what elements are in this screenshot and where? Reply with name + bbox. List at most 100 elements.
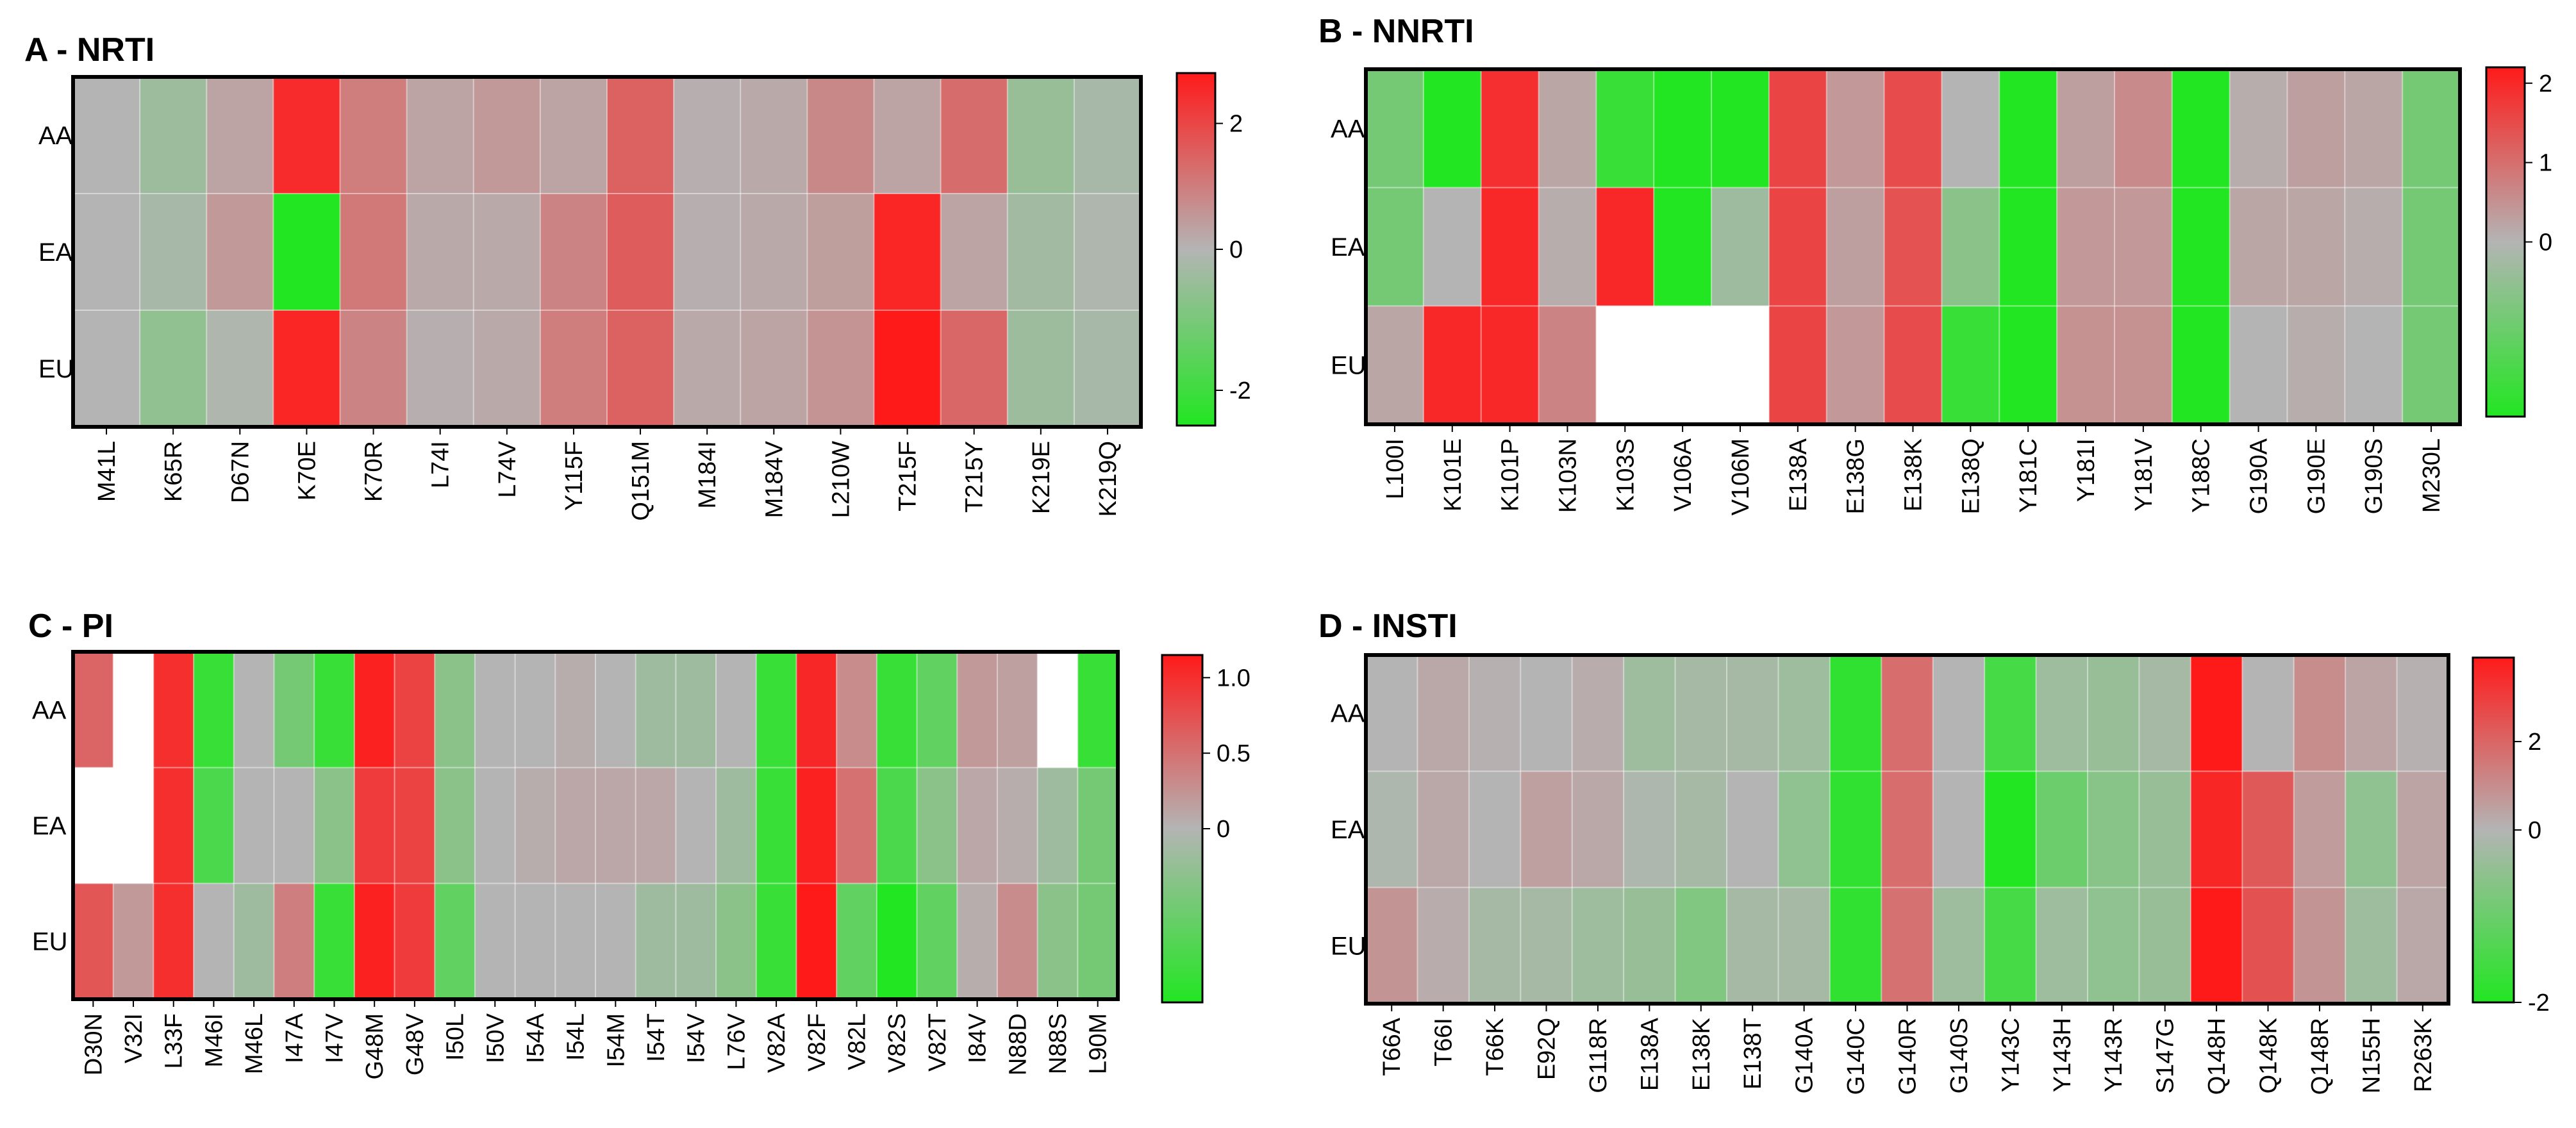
heatmap-cell-AA-T215F bbox=[874, 77, 942, 194]
panel-a-title: A - NRTI bbox=[24, 31, 154, 69]
heatmap-cell-AA-K101E bbox=[1423, 69, 1482, 188]
heatmap-cell-AA-K101P bbox=[1481, 69, 1540, 188]
heatmap-cell-AA-D67N bbox=[206, 77, 274, 194]
heatmap-cell-AA-G48M bbox=[354, 652, 395, 768]
heatmap-cell-EU-V82L bbox=[836, 883, 877, 1000]
heatmap-cell-AA-M230L bbox=[2402, 69, 2461, 188]
heatmap-cell-EA-V82S bbox=[876, 767, 918, 884]
column-label-L76V: L76V bbox=[723, 1013, 750, 1070]
heatmap-cell-EU-L74I bbox=[406, 310, 474, 427]
heatmap-cell-EU-M46I bbox=[194, 883, 235, 1000]
panel-b-column-labels: L100I K101E K101P K103N K103S V106A V106M E138A… bbox=[1382, 424, 2445, 515]
heatmap-cell-EA-Y115F bbox=[540, 194, 608, 311]
heatmap-cell-AA-N88D bbox=[997, 652, 1038, 768]
heatmap-cell-AA-E138G bbox=[1826, 69, 1885, 188]
heatmap-cell-EU-M184V bbox=[740, 310, 808, 427]
heatmap-cell-EA-Y143C bbox=[1984, 771, 2037, 888]
panel-d-cells bbox=[1364, 653, 2450, 1006]
heatmap-cell-EU-N155H bbox=[2345, 887, 2398, 1004]
heatmap-cell-EA-G140S bbox=[1932, 771, 1985, 888]
column-label-I47A: I47A bbox=[281, 1013, 308, 1063]
panel-d-row-labels: AA EA EU bbox=[1331, 700, 1367, 961]
heatmap-cell-EA-Q148K bbox=[2242, 771, 2295, 888]
heatmap-cell-EA-N155H bbox=[2345, 771, 2398, 888]
column-label-V106A: V106A bbox=[1670, 438, 1697, 511]
colorbar-tick-label: 0 bbox=[2539, 229, 2552, 256]
heatmap-cell-EA-G140A bbox=[1778, 771, 1831, 888]
heatmap-cell-AA-V106M bbox=[1711, 69, 1770, 188]
column-label-K70R: K70R bbox=[361, 441, 388, 502]
colorbar-tick-label: 0 bbox=[2528, 817, 2541, 844]
heatmap-cell-AA-G48V bbox=[394, 652, 435, 768]
heatmap-cell-EA-L74V bbox=[473, 194, 541, 311]
heatmap-cell-EA-T66A bbox=[1366, 771, 1418, 888]
heatmap-cell-AA-Y188C bbox=[2172, 69, 2231, 188]
heatmap-cell-EU-N88D bbox=[997, 883, 1038, 1000]
heatmap-cell-EU-I54A bbox=[515, 883, 556, 1000]
heatmap-cell-EU-E138K bbox=[1884, 306, 1943, 425]
column-label-K219E: K219E bbox=[1028, 441, 1055, 514]
column-label-L210W: L210W bbox=[827, 441, 854, 518]
colorbar-gradient bbox=[1161, 654, 1204, 1004]
heatmap-cell-EA-E138K bbox=[1884, 187, 1943, 306]
heatmap-cell-EU-Q148R bbox=[2293, 887, 2346, 1004]
column-label-L74V: L74V bbox=[494, 440, 521, 497]
column-label-I54L: I54L bbox=[563, 1013, 590, 1061]
heatmap-cell-EA-V106M bbox=[1711, 187, 1770, 306]
row-label-EU: EU bbox=[32, 928, 68, 956]
column-label-D30N: D30N bbox=[80, 1013, 107, 1075]
heatmap-cell-AA-I54M bbox=[595, 652, 636, 768]
column-label-Q148K: Q148K bbox=[2256, 1018, 2282, 1093]
heatmap-cell-AA-M184V bbox=[740, 77, 808, 194]
heatmap-cell-EU-T215F bbox=[874, 310, 942, 427]
colorbar-tick-label: 0 bbox=[1217, 816, 1230, 843]
heatmap-cell-AA-G190S bbox=[2345, 69, 2403, 188]
column-label-L33F: L33F bbox=[161, 1013, 188, 1069]
panel-b-nnrti: B - NNRTI AA EA EU L100I K101E K101P K103N K10… bbox=[1318, 13, 2552, 515]
heatmap-cell-EU-V106A bbox=[1654, 306, 1712, 425]
heatmap-cell-AA-E138A bbox=[1624, 655, 1676, 772]
heatmap-cell-AA-G140C bbox=[1829, 655, 1882, 772]
heatmap-cell-AA-T66K bbox=[1468, 655, 1521, 772]
heatmap-cell-EU-R263K bbox=[2397, 887, 2449, 1004]
column-label-T215F: T215F bbox=[895, 441, 922, 511]
heatmap-cell-AA-E92Q bbox=[1520, 655, 1573, 772]
heatmap-cell-EU-N88S bbox=[1037, 883, 1078, 1000]
heatmap-cell-AA-L76V bbox=[716, 652, 757, 768]
panel-a-colorbar: -2 0 2 bbox=[1176, 72, 1251, 427]
column-label-V32I: V32I bbox=[120, 1013, 147, 1063]
heatmap-cell-EU-G140C bbox=[1829, 887, 1882, 1004]
heatmap-cell-AA-Y181C bbox=[1999, 69, 2057, 188]
column-label-D67N: D67N bbox=[227, 441, 254, 503]
heatmap-cell-EA-V82F bbox=[796, 767, 837, 884]
heatmap-cell-EU-I84V bbox=[957, 883, 998, 1000]
panel-c-title: C - PI bbox=[28, 608, 113, 645]
heatmap-cell-EU-L100I bbox=[1366, 306, 1424, 425]
column-label-K101E: K101E bbox=[1440, 438, 1467, 511]
column-label-L90M: L90M bbox=[1085, 1013, 1112, 1074]
heatmap-cell-EA-V82A bbox=[756, 767, 797, 884]
heatmap-cell-EU-I47A bbox=[274, 883, 315, 1000]
column-label-Y188C: Y188C bbox=[2188, 438, 2215, 513]
heatmap-cell-AA-G190E bbox=[2287, 69, 2345, 188]
heatmap-cell-EA-T66I bbox=[1417, 771, 1470, 888]
heatmap-cell-EA-Q151M bbox=[607, 194, 674, 311]
heatmap-cell-AA-I54L bbox=[555, 652, 596, 768]
heatmap-cell-EU-G190E bbox=[2287, 306, 2345, 425]
column-label-E138A: E138A bbox=[1636, 1017, 1663, 1091]
column-label-M41L: M41L bbox=[94, 441, 120, 502]
column-label-G190S: G190S bbox=[2361, 438, 2388, 514]
heatmap-cell-EU-E138T bbox=[1727, 887, 1779, 1004]
heatmap-cell-EA-L100I bbox=[1366, 187, 1424, 306]
column-label-G140R: G140R bbox=[1895, 1018, 1922, 1095]
column-label-I54T: I54T bbox=[643, 1013, 670, 1062]
colorbar-tick-label: 1.0 bbox=[1217, 665, 1251, 692]
heatmap-cell-EU-V106M bbox=[1711, 306, 1770, 425]
column-label-I47V: I47V bbox=[322, 1013, 349, 1063]
heatmap-frame bbox=[71, 75, 1143, 429]
column-label-K101P: K101P bbox=[1497, 438, 1524, 511]
heatmap-cell-EU-M184I bbox=[674, 310, 741, 427]
column-label-N88S: N88S bbox=[1045, 1013, 1072, 1074]
column-label-E138A: E138A bbox=[1785, 438, 1812, 511]
heatmap-cell-AA-M184I bbox=[674, 77, 741, 194]
